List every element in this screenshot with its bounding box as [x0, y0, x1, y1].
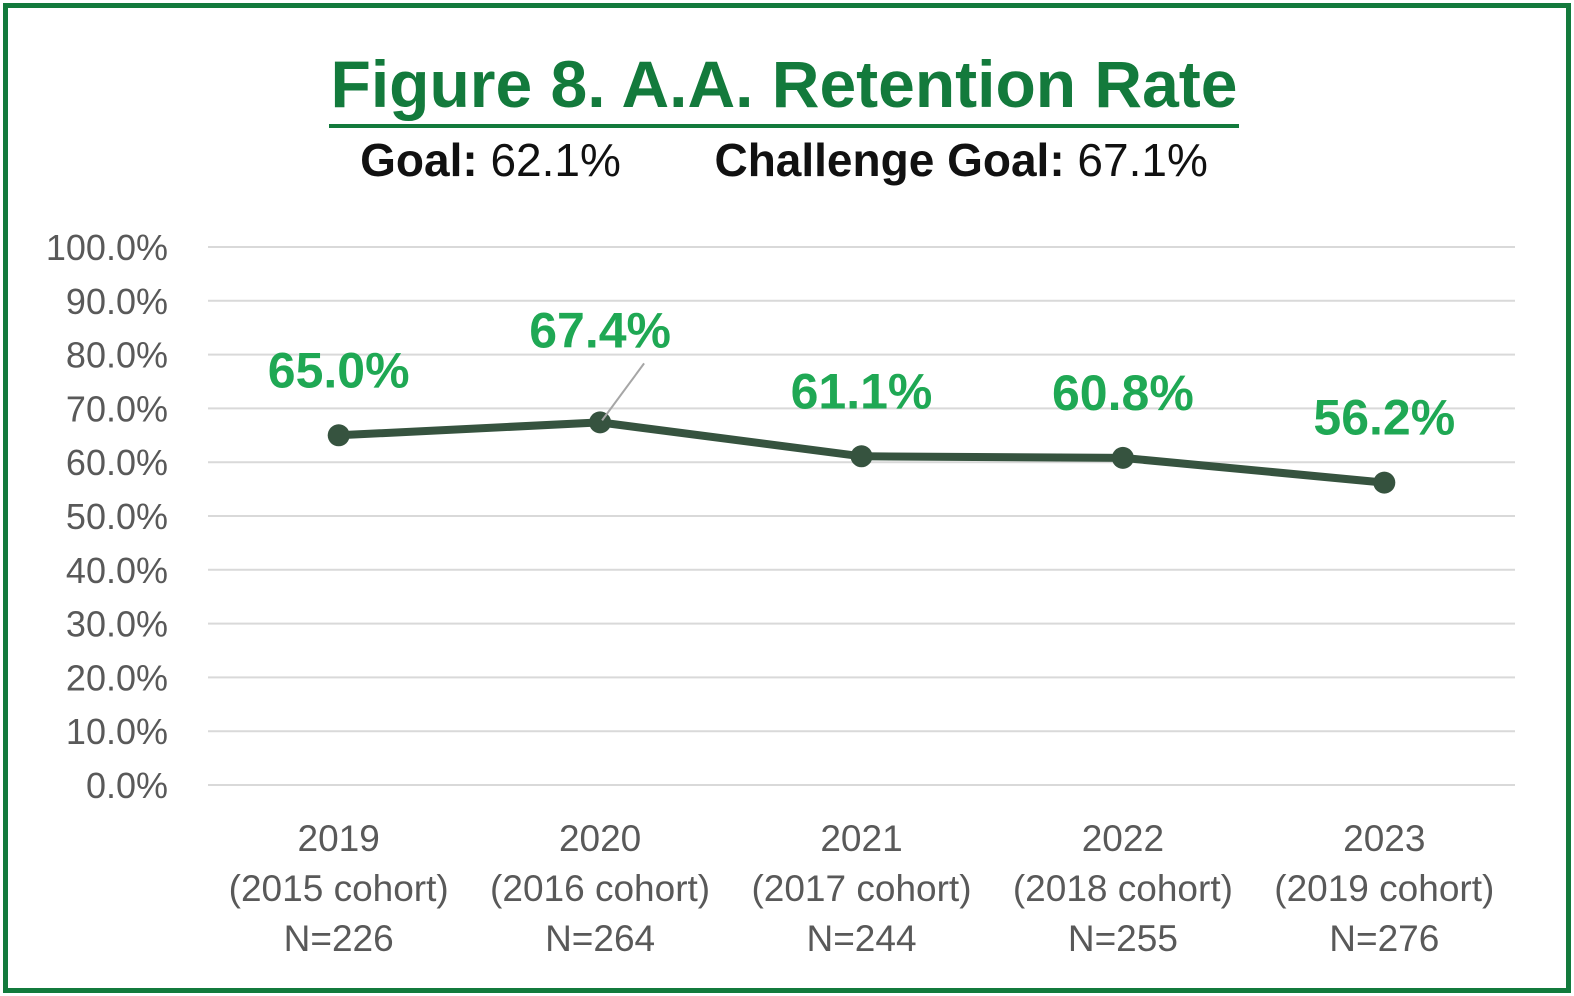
chart-frame: [3, 3, 1571, 993]
y-tick-label: 50.0%: [66, 496, 168, 537]
y-tick-label: 40.0%: [66, 550, 168, 591]
x-tick-label: (2017 cohort): [751, 868, 971, 909]
chart-title-block: Figure 8. A.A. Retention Rate: [0, 44, 1568, 128]
x-tick-label: (2015 cohort): [229, 868, 449, 909]
y-tick-label: 90.0%: [66, 281, 168, 322]
x-tick-label: 2022: [1082, 818, 1164, 859]
data-label: 60.8%: [1052, 365, 1194, 421]
x-tick-label: 2020: [559, 818, 641, 859]
data-point: [1111, 446, 1134, 469]
x-tick-label: (2016 cohort): [490, 868, 710, 909]
x-tick-label: N=264: [545, 918, 655, 959]
challenge-goal-value: 67.1%: [1077, 134, 1208, 186]
challenge-goal-label: Challenge Goal:: [714, 134, 1065, 186]
data-point: [589, 411, 612, 434]
x-tick-label: 2023: [1343, 818, 1425, 859]
x-tick-label: N=244: [806, 918, 916, 959]
data-label: 67.4%: [529, 302, 671, 358]
y-tick-label: 100.0%: [46, 227, 168, 268]
x-tick-label: 2021: [820, 818, 902, 859]
data-label-leader-line: [601, 362, 645, 421]
data-point: [1373, 471, 1396, 494]
y-tick-label: 0.0%: [86, 765, 168, 806]
y-tick-label: 70.0%: [66, 388, 168, 429]
x-tick-label: N=276: [1329, 918, 1439, 959]
chart-title: Figure 8. A.A. Retention Rate: [328, 46, 1240, 128]
goal-label: Goal:: [360, 134, 478, 186]
data-point: [850, 445, 873, 468]
data-point: [327, 424, 350, 447]
x-tick-label: N=226: [284, 918, 394, 959]
x-tick-label: N=255: [1068, 918, 1178, 959]
data-label: 65.0%: [268, 342, 410, 398]
x-tick-label: (2018 cohort): [1013, 868, 1233, 909]
x-tick-label: (2019 cohort): [1274, 868, 1494, 909]
y-tick-label: 30.0%: [66, 604, 168, 645]
y-tick-label: 80.0%: [66, 335, 168, 376]
y-tick-label: 20.0%: [66, 657, 168, 698]
y-tick-label: 60.0%: [66, 442, 168, 483]
data-label: 61.1%: [791, 363, 933, 419]
goal-value: 62.1%: [490, 134, 621, 186]
y-tick-label: 10.0%: [66, 711, 168, 752]
x-tick-label: 2019: [298, 818, 380, 859]
chart-subtitle: Goal: 62.1% Challenge Goal: 67.1%: [0, 132, 1568, 188]
data-label: 56.2%: [1313, 390, 1455, 446]
